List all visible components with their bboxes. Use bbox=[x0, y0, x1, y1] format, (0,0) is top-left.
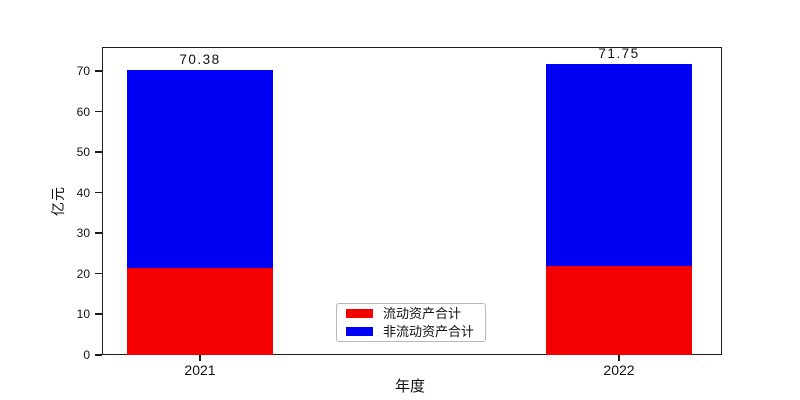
legend-swatch-current-assets bbox=[346, 309, 373, 318]
x-tick bbox=[199, 355, 201, 361]
x-tick bbox=[618, 355, 620, 361]
y-tick bbox=[95, 313, 102, 315]
bar-2022-non-current-assets-segment bbox=[546, 64, 692, 267]
bar-total-label-2022: 71.75 bbox=[598, 46, 640, 62]
bar-2022-current-assets-segment bbox=[546, 266, 692, 355]
legend-item-current-assets: 流动资产合计 bbox=[346, 307, 476, 320]
y-axis-label: 亿元 bbox=[50, 186, 66, 216]
x-tick-label-2022: 2022 bbox=[603, 362, 635, 378]
y-tick-label: 20 bbox=[76, 266, 90, 281]
y-tick-label: 10 bbox=[76, 307, 90, 322]
legend-label-non-current-assets: 非流动资产合计 bbox=[383, 324, 475, 339]
x-tick-label-2021: 2021 bbox=[184, 362, 216, 378]
bar-2021-current-assets-segment bbox=[127, 268, 273, 355]
y-tick bbox=[95, 110, 102, 113]
y-tick bbox=[95, 70, 102, 72]
y-tick-label: 60 bbox=[76, 104, 90, 119]
legend-label-current-assets: 流动资产合计 bbox=[383, 306, 462, 321]
legend-item-non-current-assets: 非流动资产合计 bbox=[346, 325, 476, 338]
legend: 流动资产合计 非流动资产合计 bbox=[336, 303, 486, 342]
y-tick bbox=[95, 272, 102, 275]
legend-swatch-non-current-assets bbox=[346, 327, 373, 336]
y-tick-label: 0 bbox=[83, 348, 90, 362]
y-tick bbox=[95, 354, 102, 356]
bar-total-label-2021: 70.38 bbox=[179, 51, 221, 67]
y-tick-label: 40 bbox=[76, 185, 90, 200]
y-tick-label: 50 bbox=[76, 145, 90, 160]
y-tick-label: 30 bbox=[76, 226, 90, 241]
y-tick-label: 70 bbox=[76, 64, 90, 79]
y-tick bbox=[95, 191, 102, 194]
bar-2021-non-current-assets-segment bbox=[127, 69, 273, 269]
x-axis-label: 年度 bbox=[394, 378, 425, 395]
y-tick bbox=[95, 232, 102, 234]
y-tick bbox=[95, 151, 102, 153]
